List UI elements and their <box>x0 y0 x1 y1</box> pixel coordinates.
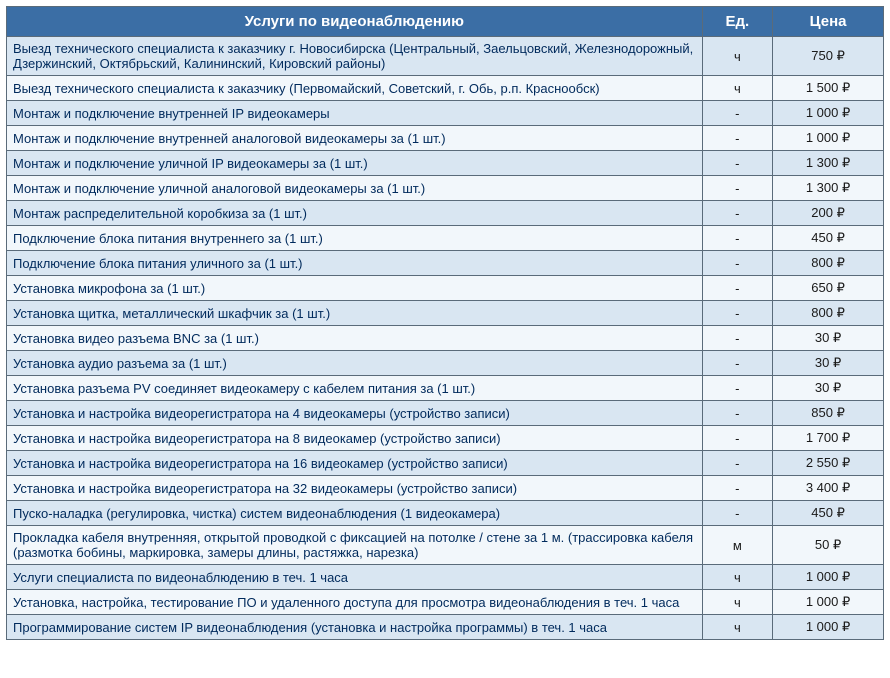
unit-cell: - <box>702 376 773 401</box>
unit-cell: ч <box>702 76 773 101</box>
service-cell: Монтаж и подключение уличной аналоговой … <box>7 176 703 201</box>
table-row: Установка и настройка видеорегистратора … <box>7 451 884 476</box>
service-cell: Программирование систем IP видеонаблюден… <box>7 615 703 640</box>
table-row: Установка и настройка видеорегистратора … <box>7 476 884 501</box>
service-cell: Прокладка кабеля внутренняя, открытой пр… <box>7 526 703 565</box>
table-row: Монтаж и подключение уличной аналоговой … <box>7 176 884 201</box>
table-row: Подключение блока питания уличного за (1… <box>7 251 884 276</box>
service-cell: Установка и настройка видеорегистратора … <box>7 451 703 476</box>
service-cell: Подключение блока питания внутреннего за… <box>7 226 703 251</box>
unit-cell: - <box>702 401 773 426</box>
price-cell: 50 ₽ <box>773 526 884 565</box>
service-cell: Монтаж и подключение внутренней IP видео… <box>7 101 703 126</box>
unit-cell: - <box>702 151 773 176</box>
price-cell: 30 ₽ <box>773 326 884 351</box>
table-row: Выезд технического специалиста к заказчи… <box>7 37 884 76</box>
unit-cell: - <box>702 326 773 351</box>
price-cell: 450 ₽ <box>773 226 884 251</box>
unit-cell: - <box>702 426 773 451</box>
unit-cell: - <box>702 176 773 201</box>
service-cell: Установка микрофона за (1 шт.) <box>7 276 703 301</box>
service-cell: Установка щитка, металлический шкафчик з… <box>7 301 703 326</box>
table-row: Установка щитка, металлический шкафчик з… <box>7 301 884 326</box>
unit-cell: - <box>702 226 773 251</box>
service-cell: Услуги специалиста по видеонаблюдению в … <box>7 565 703 590</box>
price-cell: 1 500 ₽ <box>773 76 884 101</box>
table-row: Установка, настройка, тестирование ПО и … <box>7 590 884 615</box>
service-cell: Монтаж и подключение уличной IP видеокам… <box>7 151 703 176</box>
service-cell: Установка и настройка видеорегистратора … <box>7 426 703 451</box>
table-body: Выезд технического специалиста к заказчи… <box>7 37 884 640</box>
service-cell: Пуско-наладка (регулировка, чистка) сист… <box>7 501 703 526</box>
service-cell: Установка разъема PV соединяет видеокаме… <box>7 376 703 401</box>
table-row: Подключение блока питания внутреннего за… <box>7 226 884 251</box>
table-row: Установка аудио разъема за (1 шт.)-30 ₽ <box>7 351 884 376</box>
price-cell: 1 000 ₽ <box>773 101 884 126</box>
unit-cell: - <box>702 476 773 501</box>
service-cell: Установка, настройка, тестирование ПО и … <box>7 590 703 615</box>
price-cell: 3 400 ₽ <box>773 476 884 501</box>
price-table: Услуги по видеонаблюдению Ед. Цена Выезд… <box>6 6 884 640</box>
unit-cell: - <box>702 301 773 326</box>
service-cell: Установка аудио разъема за (1 шт.) <box>7 351 703 376</box>
price-cell: 1 300 ₽ <box>773 176 884 201</box>
service-cell: Монтаж распределительной коробкиза за (1… <box>7 201 703 226</box>
unit-cell: - <box>702 101 773 126</box>
table-row: Установка микрофона за (1 шт.)-650 ₽ <box>7 276 884 301</box>
service-cell: Выезд технического специалиста к заказчи… <box>7 37 703 76</box>
unit-cell: м <box>702 526 773 565</box>
price-cell: 650 ₽ <box>773 276 884 301</box>
table-row: Монтаж и подключение внутренней IP видео… <box>7 101 884 126</box>
col-header-service: Услуги по видеонаблюдению <box>7 7 703 37</box>
price-cell: 30 ₽ <box>773 351 884 376</box>
unit-cell: - <box>702 351 773 376</box>
col-header-unit: Ед. <box>702 7 773 37</box>
service-cell: Установка и настройка видеорегистратора … <box>7 476 703 501</box>
col-header-price: Цена <box>773 7 884 37</box>
table-row: Программирование систем IP видеонаблюден… <box>7 615 884 640</box>
unit-cell: - <box>702 251 773 276</box>
table-row: Монтаж и подключение внутренней аналогов… <box>7 126 884 151</box>
price-cell: 1 000 ₽ <box>773 590 884 615</box>
table-row: Установка видео разъема BNC за (1 шт.)-3… <box>7 326 884 351</box>
table-row: Установка и настройка видеорегистратора … <box>7 401 884 426</box>
price-cell: 850 ₽ <box>773 401 884 426</box>
price-cell: 1 000 ₽ <box>773 565 884 590</box>
price-cell: 200 ₽ <box>773 201 884 226</box>
service-cell: Установка видео разъема BNC за (1 шт.) <box>7 326 703 351</box>
table-row: Установка разъема PV соединяет видеокаме… <box>7 376 884 401</box>
table-header-row: Услуги по видеонаблюдению Ед. Цена <box>7 7 884 37</box>
table-row: Установка и настройка видеорегистратора … <box>7 426 884 451</box>
service-cell: Выезд технического специалиста к заказчи… <box>7 76 703 101</box>
price-cell: 750 ₽ <box>773 37 884 76</box>
service-cell: Установка и настройка видеорегистратора … <box>7 401 703 426</box>
service-cell: Подключение блока питания уличного за (1… <box>7 251 703 276</box>
unit-cell: ч <box>702 615 773 640</box>
service-cell: Монтаж и подключение внутренней аналогов… <box>7 126 703 151</box>
unit-cell: - <box>702 451 773 476</box>
price-cell: 800 ₽ <box>773 301 884 326</box>
price-cell: 1 000 ₽ <box>773 126 884 151</box>
table-row: Выезд технического специалиста к заказчи… <box>7 76 884 101</box>
table-row: Монтаж распределительной коробкиза за (1… <box>7 201 884 226</box>
price-cell: 1 700 ₽ <box>773 426 884 451</box>
unit-cell: - <box>702 201 773 226</box>
unit-cell: ч <box>702 565 773 590</box>
table-row: Пуско-наладка (регулировка, чистка) сист… <box>7 501 884 526</box>
unit-cell: - <box>702 501 773 526</box>
price-cell: 450 ₽ <box>773 501 884 526</box>
table-row: Монтаж и подключение уличной IP видеокам… <box>7 151 884 176</box>
unit-cell: ч <box>702 37 773 76</box>
table-row: Услуги специалиста по видеонаблюдению в … <box>7 565 884 590</box>
price-cell: 800 ₽ <box>773 251 884 276</box>
unit-cell: - <box>702 126 773 151</box>
price-cell: 1 000 ₽ <box>773 615 884 640</box>
unit-cell: - <box>702 276 773 301</box>
unit-cell: ч <box>702 590 773 615</box>
price-cell: 30 ₽ <box>773 376 884 401</box>
table-row: Прокладка кабеля внутренняя, открытой пр… <box>7 526 884 565</box>
price-cell: 1 300 ₽ <box>773 151 884 176</box>
price-cell: 2 550 ₽ <box>773 451 884 476</box>
